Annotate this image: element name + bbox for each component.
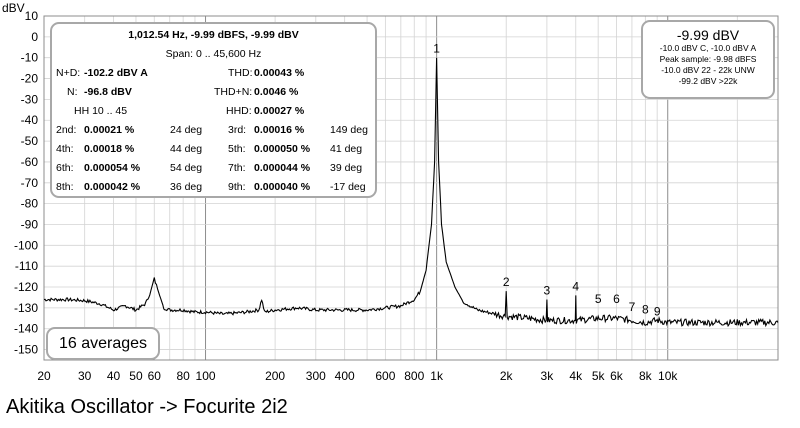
summary-panel: -9.99 dBV -10.0 dBV C, -10.0 dBV A Peak … [641, 20, 775, 99]
y-tick-label: -50 [21, 134, 39, 148]
summary-line: -10.0 dBV 22 - 22k UNW [661, 65, 755, 75]
x-tick-label: 5k [592, 369, 606, 383]
stats-panel: 1,012.54 Hz, -9.99 dBFS, -9.99 dBV Span:… [50, 22, 377, 198]
x-tick-label: 10k [658, 369, 678, 383]
harmonic-value: 0.00021 % [84, 124, 135, 136]
y-tick-label: -80 [21, 197, 39, 211]
y-tick-label: -60 [21, 155, 39, 169]
summary-main: -9.99 dBV [676, 27, 740, 43]
harmonic-marker: 6 [613, 292, 620, 306]
y-tick-label: -100 [14, 238, 38, 252]
axes: 100-10-20-30-40-50-60-70-80-90-100-110-1… [2, 1, 779, 383]
harmonic-phase: 24 deg [170, 124, 203, 136]
stats-header: 1,012.54 Hz, -9.99 dBFS, -9.99 dBV [128, 29, 299, 41]
x-tick-label: 2k [500, 369, 514, 383]
plot-frame [43, 15, 779, 361]
spectrum-line [43, 57, 779, 328]
x-tick-label: 100 [196, 369, 216, 383]
harmonic-value: 0.000054 % [84, 162, 141, 174]
x-tick-label: 50 [129, 369, 143, 383]
harmonic-marker: 1 [433, 42, 440, 56]
x-tick-label: 30 [78, 369, 92, 383]
y-tick-label: -40 [21, 113, 39, 127]
harmonic-marker: 9 [654, 304, 661, 318]
series [43, 57, 779, 328]
y-tick-label: 10 [25, 9, 39, 23]
y-tick-label: -30 [21, 92, 39, 106]
thd-label: THD: [228, 67, 253, 79]
x-tick-label: 3k [541, 369, 555, 383]
harmonic-phase: 36 deg [170, 181, 203, 193]
harmonic-value: 0.000050 % [254, 143, 311, 155]
harmonic-phase: 39 deg [330, 162, 363, 174]
n-value: -96.8 dBV [84, 86, 132, 98]
harmonic-label: 2nd: [56, 124, 77, 136]
harmonic-marker: 5 [595, 292, 602, 306]
harmonic-marker: 2 [503, 275, 510, 289]
thdn-value: 0.0046 % [254, 86, 299, 98]
x-tick-label: 60 [148, 369, 162, 383]
summary-line: -99.2 dBV >22k [678, 76, 738, 86]
y-tick-label: -110 [15, 259, 38, 273]
x-tick-label: 80 [176, 369, 190, 383]
y-tick-label: -140 [14, 322, 38, 336]
summary-line: -10.0 dBV C, -10.0 dBV A [659, 43, 757, 53]
harmonic-phase: 54 deg [170, 162, 203, 174]
averages-badge: 16 averages [46, 327, 160, 360]
thdn-label: THD+N: [214, 86, 253, 98]
x-tick-label: 300 [306, 369, 326, 383]
stats-span: Span: 0 .. 45,600 Hz [165, 48, 262, 60]
y-tick-label: 0 [31, 30, 38, 44]
y-tick-label: -20 [21, 72, 39, 86]
y-tick-label: -90 [21, 217, 39, 231]
y-tick-label: -10 [21, 51, 39, 65]
x-tick-label: 6k [610, 369, 624, 383]
harmonic-phase: 41 deg [330, 143, 363, 155]
harmonic-value: 0.000042 % [84, 181, 141, 193]
y-tick-label: -130 [14, 301, 38, 315]
harmonic-marker: 3 [544, 284, 551, 298]
harmonic-phase: 44 deg [170, 143, 203, 155]
x-tick-label: 200 [265, 369, 285, 383]
hh-label: HH 10 .. 45 [74, 105, 128, 117]
y-axis-label: dBV [2, 1, 25, 15]
y-tick-label: -150 [14, 343, 38, 357]
harmonic-label: 8th: [56, 181, 74, 193]
x-tick-label: 600 [375, 369, 395, 383]
harmonic-marker: 7 [629, 300, 636, 314]
harmonic-labels: 1 2 3 4 5 67 8 9 [433, 42, 661, 319]
harmonic-phase: 149 deg [330, 124, 368, 136]
x-tick-label: 1k [430, 369, 444, 383]
harmonic-value: 0.000040 % [254, 181, 311, 193]
harmonic-label: 3rd: [228, 124, 247, 136]
y-tick-label: -120 [14, 280, 38, 294]
x-tick-label: 40 [107, 369, 121, 383]
harmonic-label: 5th: [228, 143, 246, 155]
y-tick-label: -70 [21, 176, 39, 190]
harmonic-value: 0.00018 % [84, 143, 135, 155]
x-tick-label: 800 [404, 369, 424, 383]
harmonic-value: 0.000044 % [254, 162, 311, 174]
hhd-label: HHD: [226, 105, 252, 117]
x-tick-label: 8k [639, 369, 653, 383]
x-tick-label: 400 [335, 369, 355, 383]
x-tick-label: 4k [569, 369, 583, 383]
hhd-value: 0.00027 % [254, 105, 305, 117]
harmonic-value: 0.00016 % [254, 124, 305, 136]
n-label: N: [67, 86, 78, 98]
caption: Akitika Oscillator -> Focurite 2i2 [6, 396, 288, 418]
summary-line: Peak sample: -9.98 dBFS [659, 54, 757, 64]
harmonic-marker: 4 [572, 279, 579, 293]
harmonic-marker: 8 [642, 302, 649, 316]
thd-value: 0.00043 % [254, 67, 305, 79]
x-tick-label: 20 [37, 369, 51, 383]
harmonic-label: 9th: [228, 181, 246, 193]
nd-label: N+D: [56, 67, 81, 79]
nd-value: -102.2 dBV A [84, 67, 148, 79]
harmonic-label: 6th: [56, 162, 74, 174]
harmonic-label: 7th: [228, 162, 246, 174]
harmonic-label: 4th: [56, 143, 74, 155]
harmonic-phase: -17 deg [330, 181, 366, 193]
